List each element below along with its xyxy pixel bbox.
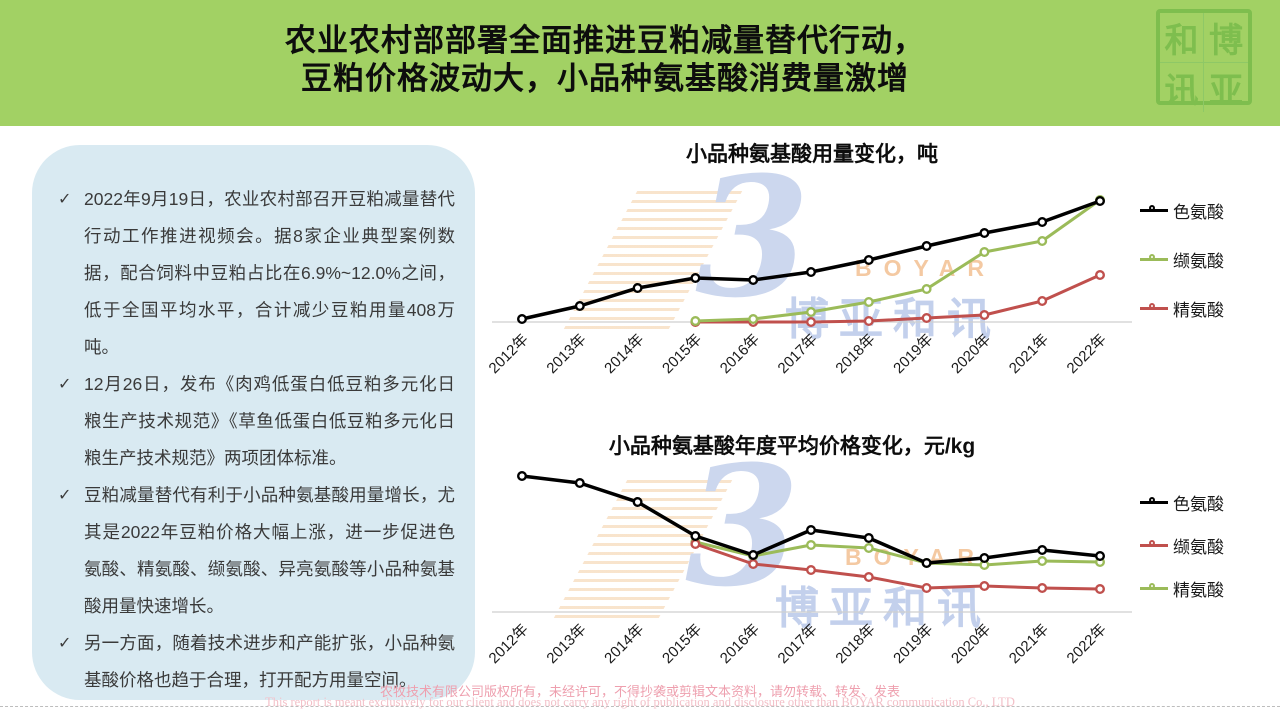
bullet-text: 12月26日，发布《肉鸡低蛋白低豆粕多元化日粮生产技术规范》《草鱼低蛋白低豆粕多… <box>84 374 455 468</box>
svg-text:2014年: 2014年 <box>601 331 647 377</box>
list-item: ✓ 豆粕减量替代有利于小品种氨基酸用量增长，尤其是2022年豆粕价格大幅上涨，进… <box>54 477 455 625</box>
seal-char: 讯 <box>1160 63 1204 112</box>
legend-line-marker-icon <box>1140 302 1168 310</box>
legend-line-marker-icon <box>1140 539 1168 547</box>
list-item: ✓ 2022年9月19日，农业农村部召开豆粕减量替代行动工作推进视频会。据8家企… <box>54 181 455 366</box>
legend-label: 缬氨酸 <box>1173 251 1224 271</box>
legend-item: 精氨酸 <box>1140 572 1275 604</box>
svg-text:2020年: 2020年 <box>948 621 994 667</box>
seal-char: 博 <box>1204 13 1248 63</box>
svg-text:2014年: 2014年 <box>601 621 647 667</box>
svg-text:2022年: 2022年 <box>1064 331 1110 377</box>
legend-line-marker-icon <box>1140 253 1168 261</box>
svg-text:2013年: 2013年 <box>543 621 589 667</box>
svg-text:2016年: 2016年 <box>717 621 763 667</box>
legend-item: 缬氨酸 <box>1140 243 1275 275</box>
svg-text:2018年: 2018年 <box>832 621 878 667</box>
legend-item: 色氨酸 <box>1140 486 1275 518</box>
check-icon: ✓ <box>58 487 72 504</box>
key-points-panel: ✓ 2022年9月19日，农业农村部召开豆粕减量替代行动工作推进视频会。据8家企… <box>32 145 475 700</box>
bullet-text: 2022年9月19日，农业农村部召开豆粕减量替代行动工作推进视频会。据8家企业典… <box>84 189 455 357</box>
header-banner: 农业农村部部署全面推进豆粕减量替代行动， 豆粕价格波动大，小品种氨基酸消费量激增… <box>0 0 1280 126</box>
legend-label: 精氨酸 <box>1173 580 1224 600</box>
legend-item: 精氨酸 <box>1140 292 1275 324</box>
check-icon: ✓ <box>58 376 72 393</box>
svg-text:2013年: 2013年 <box>543 331 589 377</box>
usage-chart-canvas: 2012年 2013年 2014年 2015年 2016年 2017年 2018年 2019年… <box>488 195 1132 377</box>
seal-char: 亚 <box>1209 73 1243 110</box>
check-icon: ✓ <box>58 191 72 208</box>
list-item: ✓ 12月26日，发布《肉鸡低蛋白低豆粕多元化日粮生产技术规范》《草鱼低蛋白低豆… <box>54 366 455 477</box>
legend-label: 色氨酸 <box>1173 202 1224 222</box>
svg-text:2017年: 2017年 <box>775 621 821 667</box>
legend-line-marker-icon <box>1140 204 1168 212</box>
list-item: ✓ 另一方面，随着技术进步和产能扩张，小品种氨基酸价格也趋于合理，打开配方用量空… <box>54 625 455 699</box>
svg-text:2018年: 2018年 <box>832 331 878 377</box>
svg-text:2015年: 2015年 <box>659 621 705 667</box>
legend-label: 缬氨酸 <box>1173 537 1224 557</box>
svg-text:2012年: 2012年 <box>488 331 532 377</box>
svg-text:2020年: 2020年 <box>948 331 994 377</box>
bullet-text: 豆粕减量替代有利于小品种氨基酸用量增长，尤其是2022年豆粕价格大幅上涨，进一步… <box>84 485 455 616</box>
footer-copyright-en: This report is meant exclusively for our… <box>265 695 1015 709</box>
legend-label: 精氨酸 <box>1173 300 1224 320</box>
svg-text:2022年: 2022年 <box>1064 621 1110 667</box>
svg-text:2017年: 2017年 <box>775 331 821 377</box>
usage-chart-legend: 色氨酸 缬氨酸 精氨酸 <box>1140 194 1275 324</box>
svg-text:2015年: 2015年 <box>659 331 705 377</box>
price-chart-legend: 色氨酸 缬氨酸 精氨酸 <box>1140 486 1275 604</box>
legend-item: 色氨酸 <box>1140 194 1275 226</box>
svg-text:2012年: 2012年 <box>488 621 532 667</box>
footer-copyright-cn: 农牧技术有限公司版权所有，未经许可，不得抄袭或剪辑文本资料，请勿转载、转发、发表 <box>379 684 900 699</box>
legend-label: 色氨酸 <box>1173 494 1224 514</box>
bullet-text: 另一方面，随着技术进步和产能扩张，小品种氨基酸价格也趋于合理，打开配方用量空间。 <box>84 633 455 690</box>
page-title: 农业农村部部署全面推进豆粕减量替代行动， 豆粕价格波动大，小品种氨基酸消费量激增 <box>0 0 1280 98</box>
svg-text:2019年: 2019年 <box>890 621 936 667</box>
price-chart-title: 小品种氨基酸年度平均价格变化，元/kg <box>608 435 976 458</box>
svg-text:2019年: 2019年 <box>890 331 936 377</box>
legend-item: 缬氨酸 <box>1140 529 1275 561</box>
boyar-seal-logo: 和 博 讯 亚 <box>1156 9 1252 112</box>
footer-divider <box>0 706 1280 707</box>
legend-line-marker-icon <box>1140 496 1168 504</box>
price-chart-canvas: 2012年 2013年 2014年 2015年 2016年 2017年 2018年 2019年… <box>488 470 1132 667</box>
check-icon: ✓ <box>58 635 72 652</box>
svg-text:2021年: 2021年 <box>1006 621 1052 667</box>
page-title-line1: 农业农村部部署全面推进豆粕减量替代行动， <box>285 23 925 58</box>
page-title-line2: 豆粕价格波动大，小品种氨基酸消费量激增 <box>301 61 909 96</box>
legend-line-marker-icon <box>1140 582 1168 590</box>
seal-char: 和 <box>1160 13 1204 63</box>
svg-text:2021年: 2021年 <box>1006 331 1052 377</box>
usage-chart-title: 小品种氨基酸用量变化，吨 <box>686 143 938 166</box>
svg-text:2016年: 2016年 <box>717 331 763 377</box>
